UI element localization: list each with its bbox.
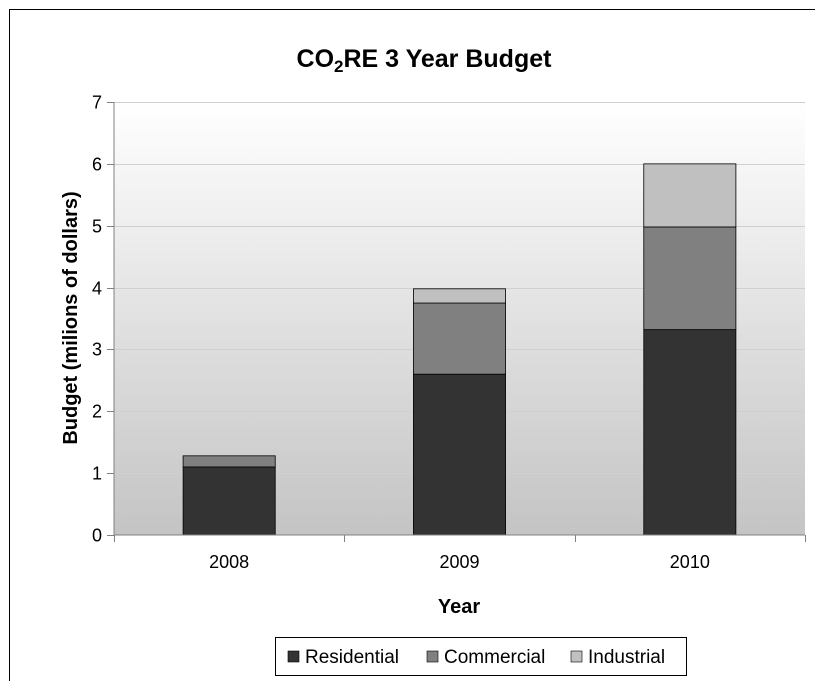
x-tick-label: 2009 [439, 552, 479, 572]
y-tick-label: 0 [92, 526, 102, 546]
y-tick-label: 3 [92, 340, 102, 360]
x-tick-label: 2008 [209, 552, 249, 572]
x-axis-title: Year [438, 596, 480, 618]
y-tick-label: 6 [92, 155, 102, 175]
y-tick-label: 1 [92, 464, 102, 484]
legend: Residential Commercial Industrial [287, 647, 665, 668]
chart-title: CO2RE 3 Year Budget [297, 45, 553, 76]
legend-swatch-residential [287, 650, 300, 663]
bars [182, 163, 737, 536]
chart-title-subscript: 2 [334, 57, 343, 76]
bar-industrial-2010 [643, 163, 737, 228]
y-tick-label: 2 [92, 402, 102, 422]
y-tick-label: 5 [92, 217, 102, 237]
legend-label-industrial: Industrial [588, 647, 665, 668]
legend-label-residential: Residential [305, 647, 399, 668]
legend-swatch-industrial [570, 650, 583, 663]
bar-commercial-2008 [182, 455, 276, 468]
y-tick-label: 7 [92, 93, 102, 113]
x-tick-label: 2010 [670, 552, 710, 572]
y-ticks: 0 1 2 3 4 5 6 7 [92, 93, 114, 546]
bar-commercial-2009 [413, 302, 506, 375]
legend-label-commercial: Commercial [444, 647, 545, 668]
bar-residential-2008 [182, 466, 276, 536]
bar-industrial-2009 [413, 288, 506, 304]
x-ticks: 2008 2009 2010 [114, 535, 806, 572]
bar-residential-2009 [413, 373, 506, 536]
legend-swatch-commercial [426, 650, 439, 663]
bar-residential-2010 [643, 329, 737, 536]
y-tick-label: 4 [92, 279, 102, 299]
legend-box [275, 637, 687, 676]
y-axis-title: Budget (milions of dollars) [60, 191, 82, 444]
bar-commercial-2010 [643, 226, 737, 331]
